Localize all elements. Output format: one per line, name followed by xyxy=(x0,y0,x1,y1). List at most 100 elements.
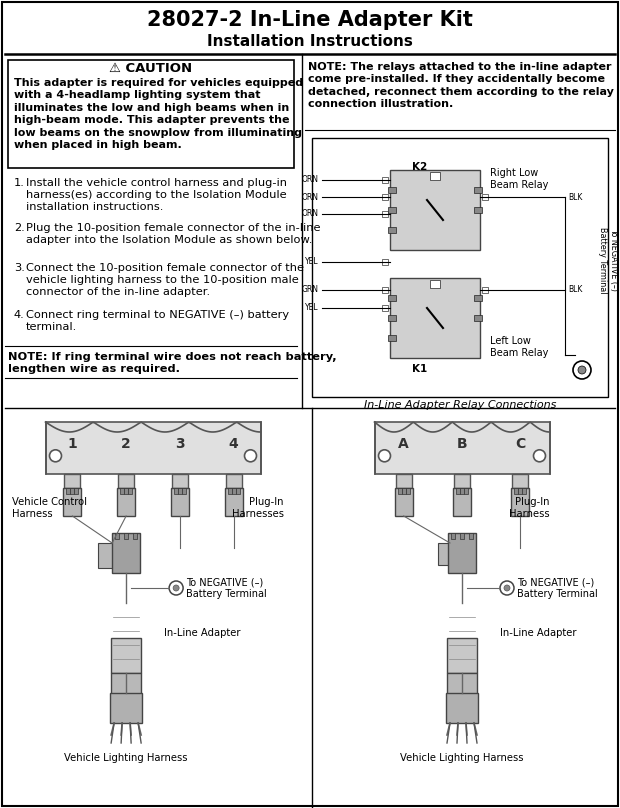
Text: This adapter is required for vehicles equipped
with a 4-headlamp lighting system: This adapter is required for vehicles eq… xyxy=(14,78,303,150)
Bar xyxy=(474,315,482,321)
Circle shape xyxy=(169,581,183,595)
Bar xyxy=(120,488,124,494)
Text: ⚠ CAUTION: ⚠ CAUTION xyxy=(110,62,193,75)
Bar xyxy=(71,488,74,494)
Bar xyxy=(515,488,518,494)
Text: ORN: ORN xyxy=(302,209,319,218)
Text: Vehicle Lighting Harness: Vehicle Lighting Harness xyxy=(401,753,524,763)
Bar xyxy=(112,533,140,573)
Bar xyxy=(388,315,396,321)
Bar xyxy=(382,211,388,217)
Text: K1: K1 xyxy=(412,364,428,374)
Bar xyxy=(382,177,388,183)
Bar xyxy=(236,488,239,494)
Bar xyxy=(382,259,388,265)
Bar xyxy=(118,474,134,488)
Bar xyxy=(446,693,478,723)
Text: Installation Instructions: Installation Instructions xyxy=(207,34,413,49)
Bar xyxy=(228,488,232,494)
Bar xyxy=(174,488,178,494)
Bar xyxy=(388,295,396,301)
Text: NOTE: If ring terminal wire does not reach battery,
lengthen wire as required.: NOTE: If ring terminal wire does not rea… xyxy=(8,352,337,374)
Bar xyxy=(382,305,388,311)
Bar xyxy=(390,170,480,250)
Text: 2: 2 xyxy=(122,437,131,451)
Text: Vehicle Control
Harness: Vehicle Control Harness xyxy=(12,497,87,519)
Bar xyxy=(172,474,188,488)
Bar xyxy=(124,533,128,539)
Bar xyxy=(396,474,412,488)
Bar xyxy=(390,278,480,358)
Text: In-Line Adapter: In-Line Adapter xyxy=(500,628,577,638)
Text: YEL: YEL xyxy=(306,258,319,267)
Bar xyxy=(111,638,141,673)
Bar xyxy=(460,488,464,494)
Bar xyxy=(474,207,482,213)
Bar xyxy=(128,488,132,494)
Text: In-Line Adapter: In-Line Adapter xyxy=(164,628,241,638)
Bar xyxy=(469,533,473,539)
Bar xyxy=(63,488,81,516)
Bar xyxy=(448,533,476,573)
Bar xyxy=(374,422,549,474)
Bar xyxy=(115,533,119,539)
Bar xyxy=(182,488,186,494)
Bar xyxy=(64,474,81,488)
Text: Vehicle Lighting Harness: Vehicle Lighting Harness xyxy=(64,753,188,763)
Text: ORN: ORN xyxy=(302,192,319,201)
Bar xyxy=(454,474,470,488)
Bar xyxy=(447,673,477,708)
Bar xyxy=(382,287,388,293)
Bar xyxy=(482,194,488,200)
Bar xyxy=(111,673,141,708)
Bar xyxy=(224,488,242,516)
Text: A: A xyxy=(398,437,409,451)
Text: 4: 4 xyxy=(229,437,239,451)
Bar xyxy=(388,207,396,213)
Bar xyxy=(397,488,402,494)
Text: Install the vehicle control harness and plug-in
harness(es) according to the Iso: Install the vehicle control harness and … xyxy=(26,178,287,212)
Text: Connect ring terminal to NEGATIVE (–) battery
terminal.: Connect ring terminal to NEGATIVE (–) ba… xyxy=(26,310,289,332)
Circle shape xyxy=(173,585,179,591)
Bar xyxy=(438,543,463,565)
Bar xyxy=(8,60,294,168)
Bar xyxy=(512,488,529,516)
Bar xyxy=(312,138,608,397)
Text: K2: K2 xyxy=(412,162,428,172)
Circle shape xyxy=(578,366,586,374)
Bar xyxy=(447,638,477,673)
Bar xyxy=(456,488,460,494)
Text: ORN: ORN xyxy=(302,175,319,184)
Bar xyxy=(451,533,455,539)
Circle shape xyxy=(573,361,591,379)
Text: BLK: BLK xyxy=(568,192,582,201)
Bar xyxy=(464,488,468,494)
Circle shape xyxy=(500,581,514,595)
Circle shape xyxy=(50,450,61,462)
Text: To NEGATIVE (–)
Battery Terminal: To NEGATIVE (–) Battery Terminal xyxy=(517,577,598,599)
Text: In-Line Adapter Relay Connections: In-Line Adapter Relay Connections xyxy=(364,400,556,410)
Bar xyxy=(382,194,388,200)
Bar xyxy=(430,280,440,288)
Text: B: B xyxy=(457,437,467,451)
Bar xyxy=(232,488,236,494)
Circle shape xyxy=(378,450,391,462)
Bar xyxy=(178,488,182,494)
Bar xyxy=(402,488,405,494)
Circle shape xyxy=(244,450,257,462)
Text: GRN: GRN xyxy=(302,285,319,294)
Text: 3.: 3. xyxy=(14,263,25,273)
Bar xyxy=(430,172,440,180)
Bar xyxy=(45,422,260,474)
Text: 1.: 1. xyxy=(14,178,25,188)
Bar xyxy=(518,488,522,494)
Circle shape xyxy=(533,450,546,462)
Bar xyxy=(405,488,410,494)
Bar xyxy=(395,488,413,516)
Text: 1: 1 xyxy=(68,437,78,451)
Text: 3: 3 xyxy=(175,437,185,451)
Bar xyxy=(171,488,189,516)
Bar xyxy=(124,488,128,494)
Text: To NEGATIVE (–)
Battery Terminal: To NEGATIVE (–) Battery Terminal xyxy=(186,577,267,599)
Bar xyxy=(453,488,471,516)
